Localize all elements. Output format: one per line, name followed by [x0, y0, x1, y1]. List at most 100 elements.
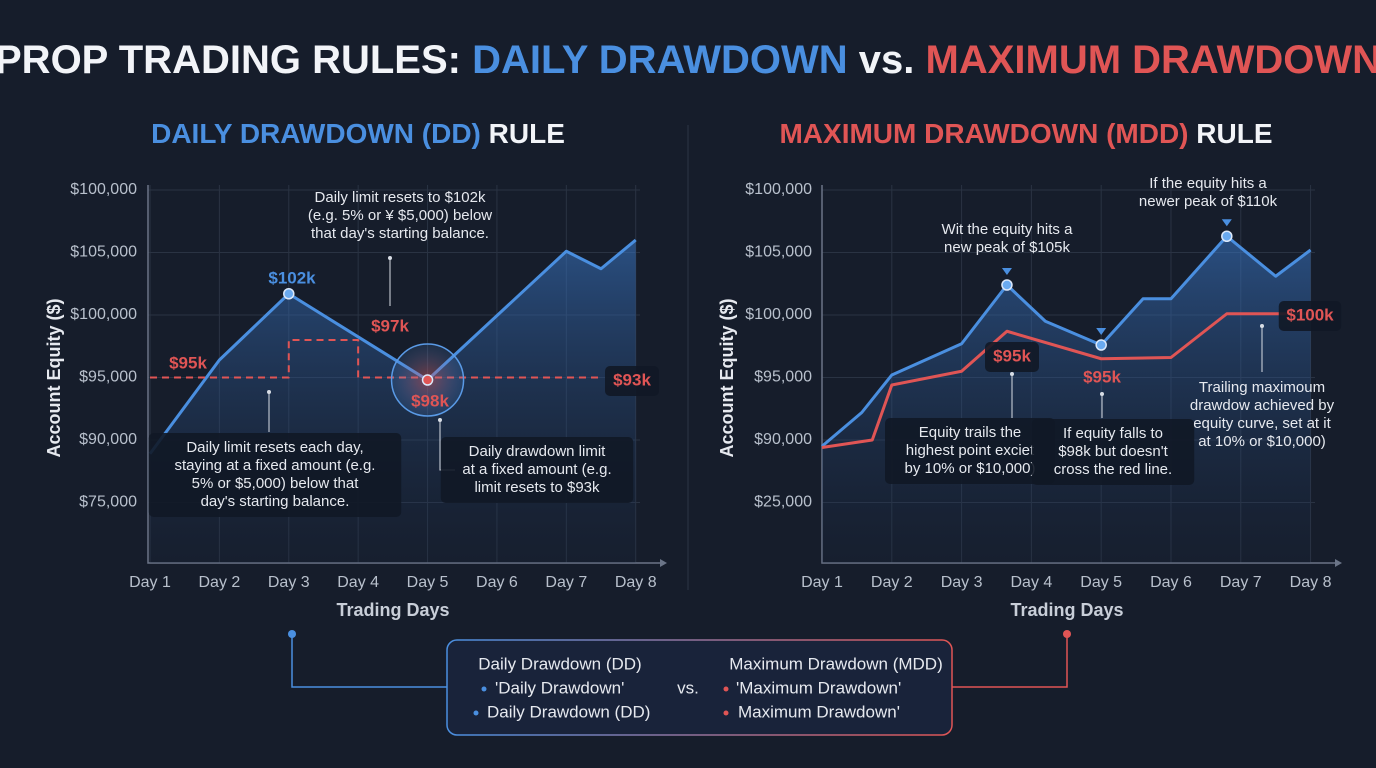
annotation: $102k: [268, 268, 316, 287]
title-part: DAILY DRAWDOWN (DD): [151, 118, 481, 149]
y-tick-label: $25,000: [754, 494, 812, 511]
annotation: $100k: [1286, 305, 1334, 324]
y-tick-label: $100,000: [70, 306, 137, 323]
point: [1221, 230, 1233, 242]
leader-dot: [267, 390, 271, 394]
x-tick-label: Day 8: [1290, 574, 1332, 591]
annotation-box: [605, 366, 659, 396]
x-tick-label: Day 7: [1220, 574, 1262, 591]
chart-title: DAILY DRAWDOWN (DD) RULE: [151, 118, 565, 149]
x-tick-label: Day 6: [1150, 574, 1192, 591]
annotation: $95k: [1083, 367, 1121, 386]
y-tick-label: $95,000: [79, 369, 137, 386]
annotation-box: [885, 418, 1055, 484]
bullet: [473, 710, 479, 716]
title-part: RULE: [1189, 118, 1273, 149]
comparison-item: 'Maximum Drawdown': [736, 678, 901, 697]
annotation: $95k: [169, 353, 207, 372]
annotation-box: [1278, 301, 1342, 331]
connector: [952, 634, 1068, 688]
bullet: [481, 686, 487, 692]
point: [283, 288, 295, 300]
x-tick-label: Day 5: [1080, 574, 1122, 591]
annotation: newer peak of $110k: [1139, 193, 1278, 210]
x-tick-label: Day 2: [198, 574, 240, 591]
x-tick-label: Day 5: [407, 574, 449, 591]
annotation: limit resets to $93k: [474, 479, 600, 496]
y-tick-label: $90,000: [79, 431, 137, 448]
line: [821, 312, 1311, 449]
pointer: [1001, 268, 1012, 275]
annotation: Daily limit resets each day,: [186, 439, 363, 456]
annotation: highest point exciet: [906, 442, 1035, 459]
annotation: $98k but doesn't: [1058, 443, 1168, 460]
comparison-vs: vs.: [677, 678, 699, 697]
annotation: at a fixed amount (e.g.: [462, 461, 611, 478]
title-part: vs.: [848, 38, 926, 82]
annotation-box: [985, 342, 1039, 372]
y-tick-label: $75,000: [79, 494, 137, 511]
title-part: RULE: [481, 118, 565, 149]
y-tick-label: $105,000: [70, 244, 137, 261]
main-title: PROP TRADING RULES: DAILY DRAWDOWN vs. M…: [0, 38, 1376, 82]
line: [821, 234, 1312, 448]
title-part: MAXIMUM DRAWDOWN (MDD): [779, 118, 1188, 149]
pointer: [1096, 328, 1107, 335]
annotation: Equity trails the: [919, 424, 1022, 441]
comparison-item: Maximum Drawdown': [738, 702, 900, 721]
annotation: Daily limit resets to $102k: [315, 189, 486, 206]
x-axis-label: Trading Days: [336, 600, 449, 620]
x-tick-label: Day 1: [129, 574, 171, 591]
y-axis-label: Account Equity ($): [717, 298, 737, 457]
axis-arrow: [1335, 559, 1342, 567]
annotation-box: [1031, 419, 1195, 485]
leader-dot: [1260, 324, 1264, 328]
x-tick-label: Day 8: [615, 574, 657, 591]
line: [150, 339, 602, 379]
comparison-title: Maximum Drawdown (MDD): [729, 654, 942, 673]
point: [421, 374, 434, 386]
title-part: PROP TRADING RULES:: [0, 38, 472, 82]
annotation: If equity falls to: [1063, 425, 1163, 442]
x-tick-label: Day 1: [801, 574, 843, 591]
y-tick-label: $100,000: [70, 181, 137, 198]
x-axis-label: Trading Days: [1010, 600, 1123, 620]
annotation: staying at a fixed amount (e.g.: [175, 457, 376, 474]
annotation-box: [440, 437, 634, 503]
comparison-title: Daily Drawdown (DD): [478, 654, 641, 673]
y-axis-label: Account Equity ($): [44, 298, 64, 457]
x-tick-label: Day 7: [545, 574, 587, 591]
annotation: drawdow achieved by: [1190, 397, 1335, 414]
annotation: day's starting balance.: [201, 493, 350, 510]
x-tick-label: Day 4: [1010, 574, 1052, 591]
leader-dot: [388, 256, 392, 260]
annotation: If the equity hits a: [1149, 175, 1267, 192]
connector: [291, 634, 447, 688]
pointer: [1221, 219, 1232, 227]
annotation: Trailing maximoum: [1199, 379, 1325, 396]
comparison-item: Daily Drawdown (DD): [487, 702, 650, 721]
point: [1001, 279, 1013, 291]
title-part: MAXIMUM DRAWDOWN: [926, 38, 1376, 82]
x-tick-label: Day 3: [268, 574, 310, 591]
annotation: $98k: [411, 391, 449, 410]
annotation-box: [148, 433, 402, 517]
bullet: [723, 686, 729, 692]
connector-dot: [288, 630, 296, 638]
annotation: Daily drawdown limit: [469, 443, 607, 460]
axis-arrow: [660, 559, 667, 567]
y-tick-label: $95,000: [754, 369, 812, 386]
bullet: [723, 710, 729, 716]
annotation: $93k: [613, 370, 651, 389]
x-tick-label: Day 4: [337, 574, 379, 591]
comparison-box: [446, 639, 953, 736]
x-tick-label: Day 2: [871, 574, 913, 591]
chart-title: MAXIMUM DRAWDOWN (MDD) RULE: [779, 118, 1272, 149]
leader-dot: [438, 418, 442, 422]
leader-dot: [1100, 392, 1104, 396]
annotation: new peak of $105k: [944, 239, 1070, 256]
annotation: by 10% or $10,000): [905, 460, 1036, 477]
annotation: that day's starting balance.: [311, 225, 489, 242]
